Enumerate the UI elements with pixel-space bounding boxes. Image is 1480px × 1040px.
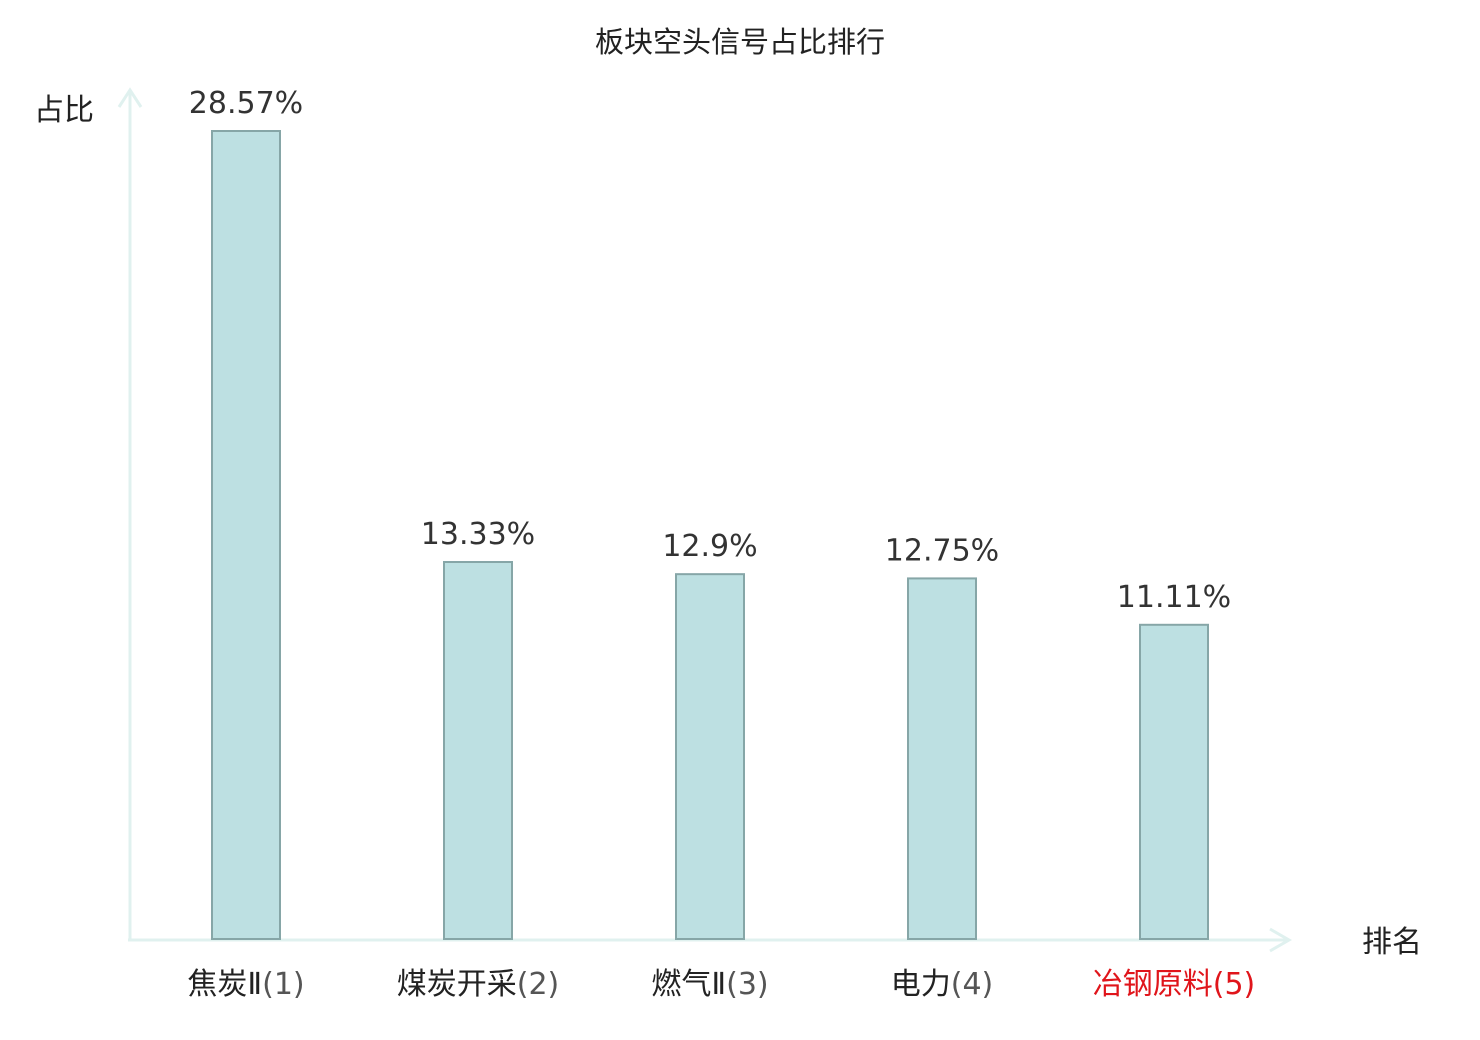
chart-title: 板块空头信号占比排行	[595, 25, 885, 59]
category-rank: (4)	[951, 967, 994, 1002]
bar-1	[211, 130, 281, 940]
x-tick-label-3: 燃气Ⅱ(3)	[651, 967, 768, 1002]
category-name: 电力	[891, 967, 951, 1002]
data-label-5: 11.11%	[1117, 580, 1231, 615]
data-label-3: 12.9%	[662, 529, 757, 564]
category-name: 焦炭Ⅱ	[187, 967, 262, 1002]
bar-4	[907, 577, 977, 941]
y-axis-arrow	[117, 87, 143, 108]
x-axis-arrow	[1269, 927, 1292, 953]
x-tick-label-1: 焦炭Ⅱ(1)	[187, 967, 304, 1002]
category-rank: (3)	[726, 967, 769, 1002]
data-labels: 28.57% 13.33% 12.9% 12.75% 11.11%	[189, 86, 1231, 615]
x-tick-labels: 焦炭Ⅱ(1) 煤炭开采(2) 燃气Ⅱ(3) 电力(4) 冶钢原料(5)	[187, 967, 1255, 1002]
x-axis-label: 排名	[1362, 925, 1422, 960]
category-name: 燃气Ⅱ	[651, 967, 726, 1002]
category-rank: (1)	[262, 967, 305, 1002]
data-label-4: 12.75%	[885, 533, 999, 568]
bar-5	[1139, 623, 1209, 941]
category-rank: (5)	[1213, 967, 1256, 1002]
bar-2	[443, 561, 513, 940]
y-axis-label: 占比	[34, 93, 94, 128]
x-tick-label-4: 电力(4)	[891, 967, 994, 1002]
bar-series	[211, 130, 1209, 941]
x-tick-label-2: 煤炭开采(2)	[397, 967, 560, 1002]
category-rank: (2)	[517, 967, 560, 1002]
category-name: 冶钢原料	[1093, 967, 1213, 1002]
x-tick-label-5: 冶钢原料(5)	[1093, 967, 1256, 1002]
bar-3	[675, 573, 745, 940]
data-label-1: 28.57%	[189, 86, 303, 121]
data-label-2: 13.33%	[421, 517, 535, 552]
category-name: 煤炭开采	[397, 967, 517, 1002]
